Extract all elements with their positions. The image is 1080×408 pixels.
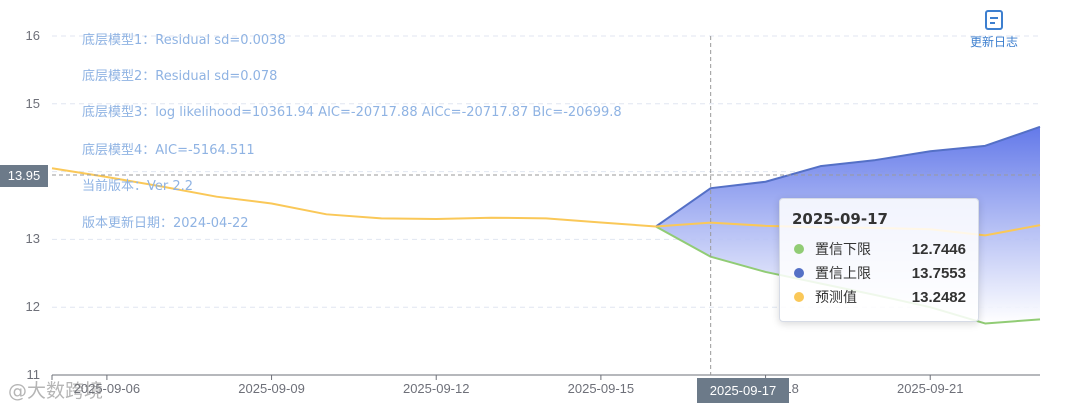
tooltip-value-upper: 13.7553 [911,264,966,282]
watermark: @大数跨境 [8,380,104,402]
tooltip-name-upper: 置信上限 [815,266,871,282]
x-tick-label-2025-09-15: 2025-09-15 [567,381,635,396]
chart-tooltip: 2025-09-17 置信下限 12.7446 置信上限 13.7553 预测值… [779,198,979,322]
document-list-icon [985,10,1003,30]
tooltip-row-lower: 置信下限 12.7446 [792,237,966,261]
y-axis-pointer-label: 13.95 [0,165,48,187]
tooltip-name-lower: 置信下限 [815,242,871,258]
annotation-update-date: 版本更新日期：2024-04-22 [82,216,249,231]
y-tick-label-12: 12 [25,299,40,315]
y-tick-label-15: 15 [25,95,40,111]
series-line-upper [655,125,1041,228]
changelog-label: 更新日志 [969,35,1018,49]
annotation-version: 当前版本：Ver 2.2 [82,179,194,194]
tooltip-name-forecast: 预测值 [815,290,857,306]
x-tick-label-2025-09-09: 2025-09-09 [238,381,305,396]
tooltip-title: 2025-09-17 [792,210,888,228]
annotation-model-2: 底层模型2：Residual sd=0.078 [82,69,278,84]
tooltip-value-lower: 12.7446 [911,240,966,258]
changelog-button[interactable]: 更新日志 [958,10,1030,51]
tooltip-row-upper: 置信上限 13.7553 [792,261,966,285]
tooltip-dot-lower [794,244,804,254]
tooltip-row-forecast: 预测值 13.2482 [792,285,966,309]
y-tick-label-11: 11 [26,367,41,382]
annotation-model-3: 底层模型3：log likelihood=10361.94 AIC=-20717… [82,105,622,120]
tooltip-dot-upper [794,268,804,278]
y-tick-label-13: 13 [25,231,40,247]
tooltip-value-forecast: 13.2482 [911,288,966,306]
x-tick-label-2025-09-21: 2025-09-21 [896,381,964,396]
x-tick-label-2025-09-06: 2025-09-06 [73,381,141,396]
tooltip-dot-forecast [794,292,804,302]
x-axis-pointer-label: 2025-09-17 [697,378,789,403]
x-tick-label-2025-09-12: 2025-09-12 [402,381,470,396]
y-tick-label-16: 16 [25,28,40,43]
annotation-model-1: 底层模型1：Residual sd=0.0038 [82,33,286,48]
annotation-model-4: 底层模型4：AIC=-5164.511 [82,143,255,158]
